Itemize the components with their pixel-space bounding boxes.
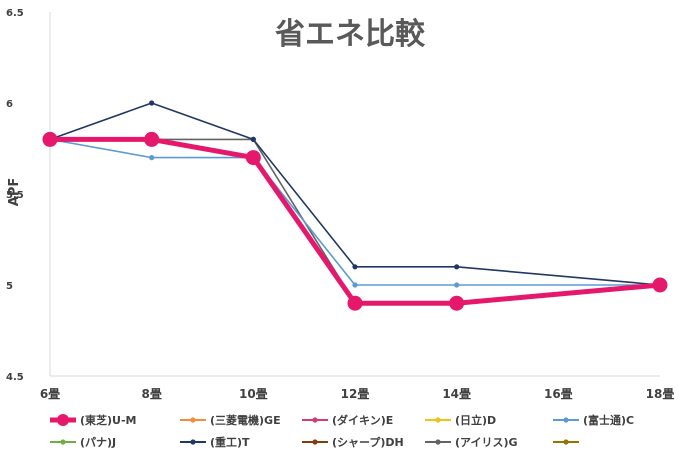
data-point bbox=[149, 155, 155, 161]
legend-point-marker bbox=[563, 439, 569, 445]
y-axis-label: APF bbox=[7, 178, 22, 206]
data-point bbox=[454, 282, 460, 288]
series-line bbox=[50, 138, 661, 305]
series-line bbox=[49, 102, 661, 286]
x-tick-label: 10畳 bbox=[239, 387, 268, 401]
series-line bbox=[50, 138, 661, 305]
data-point bbox=[149, 100, 155, 106]
legend-label: (重工)T bbox=[210, 435, 250, 449]
x-tick-label: 12畳 bbox=[341, 387, 370, 401]
data-point bbox=[347, 295, 363, 311]
legend-point-marker bbox=[190, 417, 196, 423]
x-tick-label: 18畳 bbox=[646, 387, 675, 401]
data-point bbox=[454, 264, 460, 270]
series-line bbox=[50, 138, 661, 305]
y-tick-label: 6.5 bbox=[6, 8, 24, 19]
legend-point-marker bbox=[57, 414, 69, 426]
data-point bbox=[652, 277, 668, 293]
series-line bbox=[50, 138, 661, 305]
legend-label: (東芝)U-M bbox=[80, 413, 137, 427]
series-line bbox=[50, 136, 661, 306]
legend-point-marker bbox=[312, 417, 318, 423]
chart-title: 省エネ比較 bbox=[275, 17, 426, 52]
legend-label: (ダイキン)E bbox=[332, 413, 393, 427]
data-point bbox=[352, 282, 358, 288]
series-line bbox=[50, 138, 661, 305]
legend-label: (三菱電機)GE bbox=[210, 413, 281, 427]
series-line bbox=[49, 138, 660, 286]
data-point bbox=[352, 264, 358, 270]
x-tick-label: 14畳 bbox=[442, 387, 471, 401]
legend-label: (富士通)C bbox=[583, 413, 634, 427]
data-point bbox=[144, 131, 160, 147]
series-line bbox=[50, 138, 661, 305]
legend-label: (パナ)J bbox=[80, 436, 116, 449]
x-tick-label: 8畳 bbox=[141, 387, 161, 401]
data-point bbox=[449, 295, 465, 311]
legend-label: (アイリス)G bbox=[455, 436, 518, 449]
data-point bbox=[42, 131, 58, 147]
y-tick-label: 5.5 bbox=[6, 190, 24, 201]
x-tick-label: 16畳 bbox=[544, 387, 573, 401]
data-point bbox=[250, 136, 256, 142]
legend-label: (日立)D bbox=[455, 413, 496, 427]
legend-point-marker bbox=[435, 417, 441, 423]
y-tick-label: 5 bbox=[6, 281, 13, 292]
x-tick-label: 6畳 bbox=[40, 387, 60, 401]
legend-point-marker bbox=[312, 439, 318, 445]
legend-point-marker bbox=[435, 439, 441, 445]
legend-point-marker bbox=[563, 417, 569, 423]
data-point bbox=[245, 150, 261, 166]
y-tick-label: 4.5 bbox=[6, 372, 24, 383]
y-tick-label: 6 bbox=[6, 99, 13, 110]
legend-label: (シャープ)DH bbox=[332, 435, 404, 449]
legend-point-marker bbox=[60, 439, 66, 445]
legend-point-marker bbox=[190, 439, 196, 445]
